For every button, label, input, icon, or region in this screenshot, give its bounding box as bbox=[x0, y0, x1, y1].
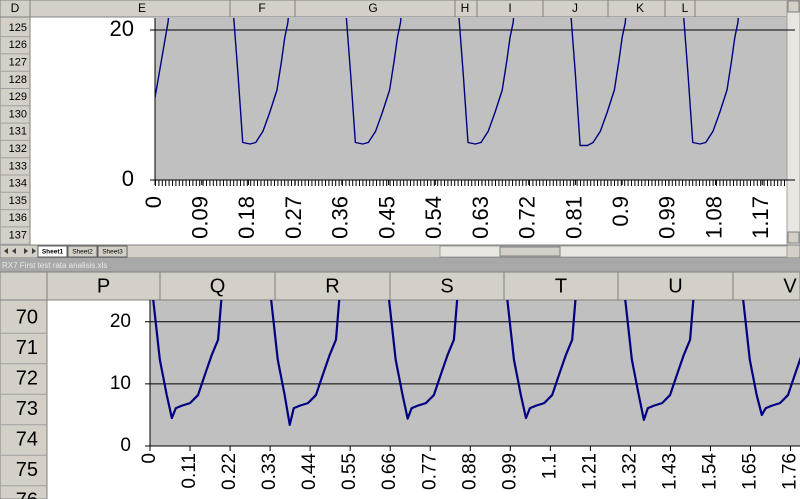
row-header: 128 bbox=[9, 74, 27, 86]
row-header: 131 bbox=[9, 126, 27, 138]
row-header: 125 bbox=[9, 22, 27, 34]
row-header: 76 bbox=[16, 489, 38, 499]
row-header: 70 bbox=[16, 306, 38, 328]
column-header: J bbox=[572, 1, 578, 15]
x-tick-label: 0.27 bbox=[281, 196, 306, 239]
x-tick-label: 1.17 bbox=[748, 196, 773, 239]
row-header: 72 bbox=[16, 367, 38, 389]
x-tick-label: 0.72 bbox=[515, 196, 540, 239]
x-tick-label: 0.22 bbox=[219, 453, 240, 490]
column-header: D bbox=[11, 1, 20, 15]
row-header: 134 bbox=[9, 178, 27, 190]
column-header: R bbox=[325, 275, 339, 297]
column-header: H bbox=[461, 1, 470, 15]
x-tick-label: 1.32 bbox=[619, 453, 640, 490]
sheet-tab[interactable] bbox=[67, 245, 98, 258]
x-tick-label: 0.11 bbox=[179, 453, 200, 489]
column-header: V bbox=[783, 275, 797, 297]
row-header: 75 bbox=[16, 459, 38, 481]
row-header: 130 bbox=[9, 108, 27, 120]
row-header: 137 bbox=[9, 230, 27, 242]
axis-minor-ticks bbox=[155, 180, 795, 186]
row-header: 132 bbox=[9, 143, 27, 155]
axis-labels: 0 20 0 0.09 0.18 0.27 0.36 0.45 0.54 0.63 0.72 0.81… bbox=[110, 16, 774, 239]
x-tick-label: 0.09 bbox=[188, 196, 213, 239]
vertical-scrollbar[interactable] bbox=[786, 0, 800, 246]
column-header-bar bbox=[0, 271, 800, 301]
sheet-tab-label[interactable]: Sheet2 bbox=[72, 249, 93, 256]
column-header: K bbox=[636, 1, 644, 15]
y-tick-label: 10 bbox=[110, 373, 131, 394]
x-tick-label: 0.99 bbox=[655, 196, 680, 239]
x-tick-label: 0.44 bbox=[299, 453, 320, 490]
x-tick-label: 0.88 bbox=[459, 453, 480, 490]
axis-labels: 0 10 20 0 0.11 0.22 0.33 0.44 0.55 0.66 0.77 0.88 0.… bbox=[110, 311, 800, 490]
x-tick-label: 0.63 bbox=[468, 196, 493, 239]
column-header: T bbox=[555, 275, 567, 297]
x-tick-label: 1.54 bbox=[699, 453, 720, 490]
x-tick-label: 0.66 bbox=[379, 453, 400, 490]
row-header: 74 bbox=[16, 428, 38, 450]
x-tick-label: 0.99 bbox=[499, 453, 520, 490]
x-tick-label: 1.65 bbox=[740, 453, 761, 490]
column-header: I bbox=[508, 1, 511, 15]
column-header: Q bbox=[210, 275, 226, 297]
column-header: S bbox=[440, 275, 453, 297]
x-tick-label: 0 bbox=[139, 453, 160, 464]
row-header: 127 bbox=[9, 57, 27, 69]
row-header: 129 bbox=[9, 91, 27, 103]
x-tick-label: 0.36 bbox=[328, 196, 353, 239]
window-title: RX7 First test rata analisis.xls bbox=[2, 261, 107, 270]
x-tick-label: 1.1 bbox=[539, 453, 560, 479]
plot-content bbox=[155, 18, 739, 147]
column-header: L bbox=[682, 1, 689, 15]
data-line bbox=[155, 18, 739, 147]
row-header: 133 bbox=[9, 160, 27, 172]
column-header: U bbox=[668, 275, 682, 297]
y-tick-label: 20 bbox=[110, 16, 134, 41]
x-tick-label: 0.9 bbox=[608, 196, 633, 227]
scroll-down[interactable] bbox=[787, 231, 800, 244]
x-tick-label: 0.18 bbox=[234, 196, 259, 239]
x-tick-label: 0 bbox=[141, 196, 166, 208]
horizontal-scrollbar[interactable] bbox=[439, 245, 788, 258]
tab-nav[interactable] bbox=[4, 248, 36, 254]
row-header: 126 bbox=[9, 39, 27, 51]
x-tick-label: 1.43 bbox=[659, 453, 680, 490]
sheet-tab[interactable] bbox=[97, 245, 128, 258]
sheet-tab-label[interactable]: Sheet1 bbox=[42, 249, 64, 256]
title-bar bbox=[0, 258, 800, 272]
y-tick-label: 20 bbox=[110, 311, 131, 332]
x-tick-label: 0.54 bbox=[421, 196, 446, 239]
scroll-up[interactable] bbox=[787, 0, 800, 13]
x-tick-label: 0.45 bbox=[374, 196, 399, 239]
sheet-tab-label[interactable]: Sheet3 bbox=[102, 249, 123, 256]
y-tick-label: 0 bbox=[120, 435, 131, 456]
column-header: G bbox=[368, 1, 377, 15]
x-tick-label: 1.21 bbox=[579, 453, 600, 490]
row-header: 136 bbox=[9, 212, 27, 224]
x-tick-label: 1.76 bbox=[780, 453, 800, 490]
sheet-tab[interactable] bbox=[37, 245, 68, 258]
x-tick-label: 0.55 bbox=[339, 453, 360, 490]
row-header: 71 bbox=[16, 337, 38, 359]
row-header: 135 bbox=[9, 195, 27, 207]
column-header: F bbox=[258, 1, 265, 15]
scroll-thumb[interactable] bbox=[499, 246, 561, 257]
column-header: P bbox=[97, 275, 110, 297]
row-header: 73 bbox=[16, 398, 38, 420]
x-tick-label: 0.81 bbox=[561, 196, 586, 239]
y-tick-label: 0 bbox=[122, 166, 134, 191]
plot-area bbox=[155, 18, 795, 180]
x-tick-label: 1.08 bbox=[701, 196, 726, 239]
column-header-bar bbox=[0, 0, 788, 18]
column-header: E bbox=[138, 1, 146, 15]
x-tick-label: 0.33 bbox=[259, 453, 280, 490]
x-tick-label: 0.77 bbox=[419, 453, 440, 490]
